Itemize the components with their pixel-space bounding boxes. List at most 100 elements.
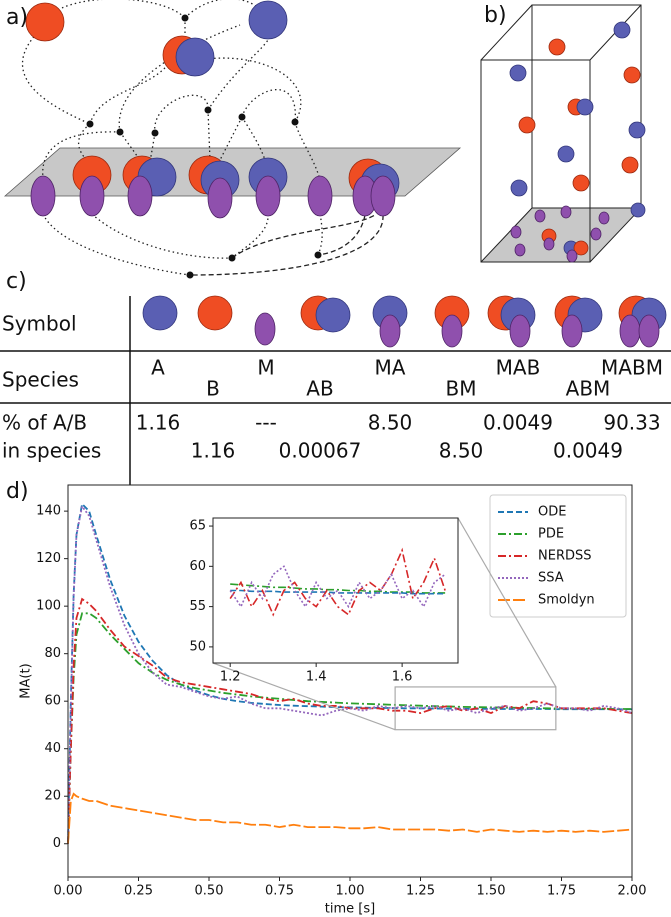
symbol-ab	[315, 297, 351, 333]
membrane	[481, 208, 641, 262]
x-tick-label: 2.00	[618, 884, 647, 899]
y-tick-label: 60	[189, 559, 206, 574]
molecule-b	[509, 64, 527, 82]
x-tick-label: 1.25	[406, 884, 435, 899]
symbol-ma	[379, 314, 401, 348]
y-tick-label: 80	[44, 646, 61, 661]
bond	[22, 29, 171, 166]
symbol-m	[254, 312, 276, 346]
symbol-bm	[441, 314, 463, 348]
percent-value: 1.16	[136, 411, 181, 435]
molecule-a	[548, 38, 566, 56]
bond	[42, 24, 241, 179]
zoom-connector	[457, 517, 557, 688]
molecule-m	[590, 227, 602, 241]
series-line	[67, 792, 633, 844]
panel-label: d)	[6, 479, 29, 504]
panel-a-diagram	[3, 0, 462, 279]
x-tick-label: 0.25	[124, 884, 153, 899]
legend-label: NERDSS	[538, 549, 592, 564]
panel-label: a)	[6, 5, 28, 30]
dots	[86, 14, 322, 279]
molecule-m	[510, 225, 522, 239]
molecule-m	[534, 209, 546, 223]
molecule-m	[307, 175, 333, 217]
dot	[181, 14, 189, 22]
zoom-connector	[212, 662, 396, 731]
legend-label: ODE	[538, 505, 566, 520]
zoom-region	[394, 686, 557, 731]
molecule-m	[560, 205, 572, 219]
molecule-b	[175, 37, 215, 77]
species-name: M	[257, 356, 274, 380]
symbol-b	[197, 295, 233, 331]
dot	[228, 254, 236, 262]
bond	[42, 213, 323, 276]
bond	[44, 0, 269, 42]
axes-frame	[212, 517, 459, 664]
y-tick-label: 65	[189, 519, 206, 534]
legend-label: SSA	[538, 571, 564, 586]
molecule-b	[557, 145, 575, 163]
species-name: MAB	[496, 356, 541, 380]
molecule-a	[572, 174, 590, 192]
x-tick-label: 1.75	[547, 884, 576, 899]
y-tick-label: 20	[44, 789, 61, 804]
molecule-m	[79, 175, 105, 217]
species-name: ABM	[566, 377, 611, 401]
x-tick-label: 0.00	[54, 884, 83, 899]
x-tick-label: 0.50	[195, 884, 224, 899]
row-label: Symbol	[2, 312, 77, 336]
percent-value: 0.0049	[553, 439, 623, 463]
y-tick-label: 120	[36, 551, 61, 566]
legend-label: PDE	[538, 527, 564, 542]
molecule-a	[518, 116, 536, 134]
dot	[86, 120, 94, 128]
panel-c-table: Symbol Species % of A/B in species	[0, 295, 671, 498]
molecule-b	[510, 179, 528, 197]
x-tick-label: 1.00	[336, 884, 365, 899]
molecule-a	[623, 66, 641, 84]
dot	[238, 113, 246, 121]
molecule-b	[628, 121, 646, 139]
legend-box	[489, 494, 627, 618]
y-tick-label: 60	[44, 694, 61, 709]
percent-value: 8.50	[368, 411, 413, 435]
x-tick-label: 0.75	[265, 884, 294, 899]
series-line	[67, 504, 633, 844]
x-tick-label: 1.4	[306, 670, 327, 685]
y-tick-label: 140	[36, 504, 61, 519]
dot	[186, 271, 194, 279]
molecule-b	[630, 202, 646, 218]
x-axis-label: time [s]	[325, 902, 375, 917]
series-line	[67, 597, 633, 844]
molecule-m	[566, 249, 578, 263]
legend-label: Smoldyn	[538, 593, 595, 608]
percent-value: 1.16	[191, 439, 236, 463]
row-label: % of A/B	[2, 411, 87, 435]
series-line	[67, 612, 632, 844]
row-label: in species	[2, 439, 101, 463]
percent-value: ---	[255, 411, 277, 435]
panel-label: b)	[484, 3, 507, 28]
y-axis-label: MA(t)	[19, 663, 34, 698]
molecule-m	[127, 175, 153, 217]
y-tick-label: 40	[44, 741, 61, 756]
x-tick-label: 1.50	[477, 884, 506, 899]
percent-value: 90.33	[603, 411, 660, 435]
y-tick-label: 0	[53, 836, 61, 851]
plot-area	[213, 518, 458, 663]
molecule-m	[514, 243, 526, 257]
symbol-mab	[509, 314, 531, 348]
percent-value: 8.50	[439, 439, 484, 463]
panel-b-diagram	[480, 4, 646, 263]
y-tick-label: 50	[189, 639, 206, 654]
series-line	[230, 583, 446, 594]
dot	[204, 106, 212, 114]
y-tick-label: 55	[189, 599, 206, 614]
bond	[149, 29, 271, 163]
molecule-b	[248, 0, 288, 40]
series-line	[229, 547, 446, 617]
panel-label: c)	[6, 269, 27, 294]
